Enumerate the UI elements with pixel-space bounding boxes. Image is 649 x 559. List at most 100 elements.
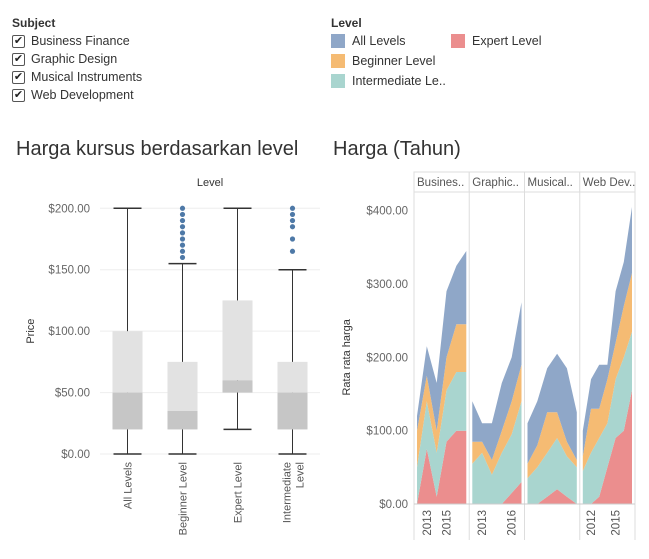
y-axis-label: Price: [25, 319, 37, 344]
x-tick-label: IntermediateLevel: [282, 462, 307, 523]
y-tick-label: $200.00: [366, 352, 408, 364]
y-tick-label: $50.00: [55, 388, 90, 400]
area-series-band: [582, 207, 632, 457]
level-legend-item[interactable]: All Levels: [331, 32, 406, 50]
checkbox-checked-icon[interactable]: ✔: [12, 70, 25, 84]
y-tick-label: $300.00: [366, 279, 408, 291]
area-chart-title: Harga (Tahun): [333, 138, 461, 160]
level-legend-label: Intermediate Le..: [352, 74, 446, 88]
outlier-point: [179, 230, 186, 236]
area-series-band: [527, 438, 577, 504]
outlier-point: [289, 211, 296, 218]
area-series-band: [527, 353, 577, 464]
subject-legend-title: Subject: [12, 16, 56, 30]
y-tick-label: $100.00: [366, 426, 408, 438]
area-series-band: [582, 390, 632, 504]
area-series-band: [582, 331, 632, 504]
checkbox-checked-icon[interactable]: ✔: [12, 52, 25, 66]
area-series-band: [472, 302, 522, 460]
checkbox-checked-icon[interactable]: ✔: [12, 34, 25, 48]
outlier-point: [179, 242, 186, 248]
box-lower: [112, 392, 143, 430]
box-upper: [112, 331, 143, 393]
x-tick-label-line: Beginner Level: [178, 462, 190, 535]
level-color-swatch: [331, 34, 345, 48]
area-series-band: [527, 412, 577, 479]
box-lower: [222, 380, 253, 393]
level-legend-label: Beginner Level: [352, 54, 436, 68]
subject-filter-label: Musical Instruments: [31, 70, 143, 84]
subject-filter-label: Business Finance: [31, 34, 130, 48]
level-legend-label: All Levels: [352, 34, 406, 48]
outlier-point: [289, 248, 296, 254]
outlier-point: [289, 205, 296, 211]
level-legend-item[interactable]: Intermediate Le..: [331, 72, 446, 90]
x-tick-label-line: Intermediate: [282, 462, 294, 523]
subject-filter-item[interactable]: ✔ Web Development: [12, 86, 134, 104]
x-tick-label-line: Expert Level: [233, 462, 245, 523]
box-plot-chart: Level $0.00 $50.00 $100.00 $150.00 $200.00 Pri…: [25, 177, 320, 535]
outlier-point: [179, 205, 186, 211]
outlier-point: [289, 236, 296, 242]
outlier-point: [179, 248, 186, 254]
box-upper: [167, 361, 198, 411]
area-series-band: [417, 251, 467, 431]
area-chart: $0.00 $100.00 $200.00 $300.00 $400.00 Rata ra…: [341, 171, 636, 540]
level-legend-title: Level: [331, 16, 362, 30]
x-tick-label-line: Level: [295, 462, 307, 488]
subject-filter-label: Web Development: [31, 88, 134, 102]
x-tick-label: 2013: [477, 510, 489, 536]
outlier-point: [179, 224, 186, 230]
box-chart-title: Harga kursus berdasarkan level: [16, 138, 299, 160]
area-series-band: [527, 489, 577, 504]
outlier-point: [289, 217, 296, 224]
level-color-swatch: [451, 34, 465, 48]
x-tick-label: 2015: [611, 510, 623, 536]
subject-filter-item[interactable]: ✔ Business Finance: [12, 32, 130, 50]
level-color-swatch: [331, 54, 345, 68]
y-tick-label: $0.00: [61, 449, 90, 461]
box-upper: [222, 300, 253, 381]
x-tick-label: 2012: [586, 510, 598, 536]
y-tick-label: $400.00: [366, 206, 408, 218]
area-series-band: [417, 430, 467, 504]
x-tick-label: 2015: [442, 510, 454, 536]
panel-header: Busines..: [417, 177, 464, 189]
panel-header: Graphic..: [472, 177, 519, 189]
x-tick-label-line: All Levels: [123, 462, 135, 510]
outlier-point: [179, 211, 186, 218]
area-series-band: [417, 324, 467, 468]
box-lower: [277, 392, 308, 430]
area-series-band: [472, 401, 522, 504]
x-tick-label: 2016: [507, 510, 519, 536]
panel-header: Musical..: [528, 177, 573, 189]
level-color-swatch: [331, 74, 345, 88]
y-tick-label: $100.00: [48, 326, 90, 338]
panel-header-box: [579, 171, 636, 193]
area-series-band: [472, 364, 522, 475]
y-axis-label: Rata rata harga: [341, 318, 353, 395]
y-tick-label: $200.00: [48, 203, 90, 215]
checkbox-checked-icon[interactable]: ✔: [12, 88, 25, 102]
x-tick-label: Beginner Level: [178, 462, 190, 535]
level-legend-item[interactable]: Beginner Level: [331, 52, 435, 70]
x-tick-label: All Levels: [123, 462, 135, 510]
y-tick-label: $150.00: [48, 265, 90, 277]
box-lower: [167, 411, 198, 430]
subject-filter-item[interactable]: ✔ Graphic Design: [12, 50, 117, 68]
subject-filter-item[interactable]: ✔ Musical Instruments: [12, 68, 142, 86]
area-series-band: [472, 482, 522, 504]
outlier-point: [179, 236, 186, 242]
outlier-point: [289, 224, 296, 230]
area-series-band: [417, 372, 467, 504]
x-tick-label: 2013: [422, 510, 434, 536]
y-tick-label: $0.00: [379, 499, 408, 511]
level-legend-label: Expert Level: [472, 34, 542, 48]
area-series-band: [582, 273, 632, 471]
outlier-point: [179, 217, 186, 224]
panel-header: Web Dev..: [583, 177, 636, 189]
subject-filter-label: Graphic Design: [31, 52, 118, 66]
x-tick-label: Expert Level: [233, 462, 245, 523]
level-legend-item[interactable]: Expert Level: [451, 32, 541, 50]
level-header: Level: [197, 177, 223, 189]
